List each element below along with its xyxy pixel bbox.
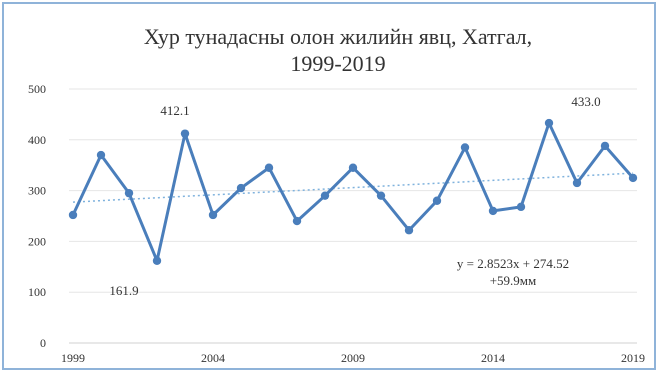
gridlines	[69, 88, 637, 344]
chart-title-line2: 1999-2019	[290, 51, 385, 76]
data-point-2017	[572, 178, 582, 188]
data-point-2009	[348, 163, 358, 172]
y-tick-label-100: 100	[28, 285, 46, 299]
data-point-2008	[320, 191, 330, 200]
data-point-2014	[488, 206, 498, 216]
y-tick-label-300: 300	[28, 184, 46, 198]
series-line	[71, 121, 635, 263]
chart-title-line1: Хур тунадасны олон жилийн явц, Хатгал,	[144, 24, 532, 49]
data-point-2007	[292, 216, 302, 226]
max2-label: 433.0	[571, 94, 600, 109]
data-point-1999	[68, 210, 78, 220]
trend-equation: y = 2.8523x + 274.52	[457, 256, 569, 271]
data-point-2002	[152, 256, 162, 265]
x-tick-label-1999: 1999	[61, 351, 85, 365]
data-point-2013	[460, 143, 470, 152]
x-tick-label-2014: 2014	[481, 351, 505, 365]
data-point-2006	[264, 163, 274, 172]
x-axis-ticks: 1999 2004 2009 2014 2019	[61, 351, 645, 365]
y-tick-label-400: 400	[28, 133, 46, 147]
data-points	[68, 118, 638, 265]
data-point-2018	[600, 141, 610, 151]
data-point-2005	[236, 183, 246, 193]
data-point-2015	[516, 202, 526, 212]
data-point-2012	[432, 196, 442, 205]
x-tick-label-2019: 2019	[621, 351, 645, 365]
x-tick-label-2004: 2004	[201, 351, 225, 365]
data-point-2010	[376, 191, 386, 200]
data-point-2011	[404, 226, 414, 235]
trend-line	[72, 172, 634, 203]
data-point-2019	[628, 173, 638, 183]
x-tick-label-2009: 2009	[341, 351, 365, 365]
data-point-2004	[208, 210, 218, 220]
max-label: 412.1	[160, 103, 189, 118]
data-point-2003	[180, 129, 190, 138]
min-label: 161.9	[109, 283, 138, 298]
data-point-2001	[124, 188, 134, 198]
y-axis-ticks: 0 100 200 300 400 500	[28, 82, 46, 350]
y-tick-label-500: 500	[28, 82, 46, 96]
data-point-2016	[544, 118, 554, 128]
y-tick-label-0: 0	[40, 336, 46, 350]
trend-change: +59.9мм	[490, 273, 537, 288]
y-tick-label-200: 200	[28, 234, 46, 248]
data-point-2000	[96, 150, 106, 160]
chart-frame	[2, 2, 656, 370]
